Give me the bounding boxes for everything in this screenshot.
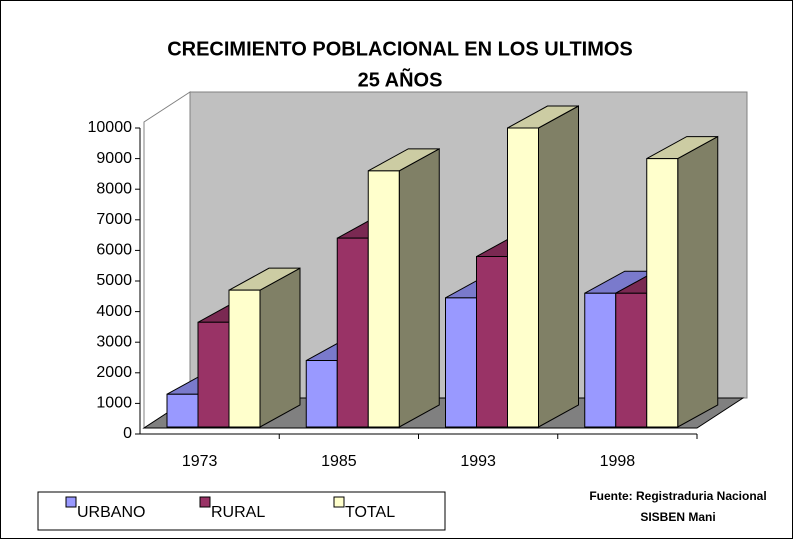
legend-box: [37, 491, 446, 531]
x-tick-label: 1985: [321, 453, 357, 470]
bar-face: [646, 158, 679, 428]
bar-face: [259, 267, 301, 428]
bar-face: [197, 321, 230, 428]
y-tick-label: 5000: [96, 272, 132, 289]
legend-swatch: [65, 496, 77, 508]
bar-face: [305, 360, 338, 428]
y-tick-label: 1000: [96, 395, 132, 412]
y-tick-label: 7000: [96, 211, 132, 228]
y-tick-label: 0: [123, 425, 132, 442]
y-tick-label: 9000: [96, 150, 132, 167]
legend-label: RURAL: [211, 504, 265, 521]
y-tick-label: 8000: [96, 180, 132, 197]
y-tick-label: 6000: [96, 242, 132, 259]
y-tick-label: 10000: [88, 119, 133, 136]
chart-title: CRECIMIENTO POBLACIONAL EN LOS ULTIMOS: [167, 38, 633, 60]
bar: [646, 135, 719, 428]
bar-face: [336, 237, 369, 428]
bar-face: [367, 170, 400, 428]
legend-label: URBANO: [77, 504, 145, 521]
chart-subtitle: 25 AÑOS: [358, 68, 443, 91]
bar: [507, 105, 579, 428]
bar-face: [677, 135, 719, 428]
bar-face: [228, 289, 261, 428]
legend-swatch: [333, 496, 345, 508]
bar-face: [398, 147, 440, 428]
x-tick-label: 1993: [460, 453, 496, 470]
source-note: Fuente: Registraduria Nacional: [589, 489, 766, 503]
bar-face: [507, 127, 539, 428]
bar: [228, 267, 301, 428]
y-tick-label: 3000: [96, 333, 132, 350]
x-tick-label: 1973: [182, 453, 218, 470]
bar-face: [166, 393, 199, 428]
bar: [367, 147, 440, 428]
y-tick-label: 4000: [96, 303, 132, 320]
x-tick-label: 1998: [600, 453, 636, 470]
legend-label: TOTAL: [345, 504, 395, 521]
left-wall: [143, 91, 191, 429]
source-note: SISBEN Mani: [640, 510, 715, 524]
y-tick-label: 2000: [96, 364, 132, 381]
bar-face: [615, 292, 648, 428]
bar-face: [445, 297, 477, 428]
bar-face: [476, 256, 508, 428]
legend-swatch: [199, 496, 211, 508]
bar-face: [584, 292, 617, 428]
bar-face: [538, 105, 579, 428]
